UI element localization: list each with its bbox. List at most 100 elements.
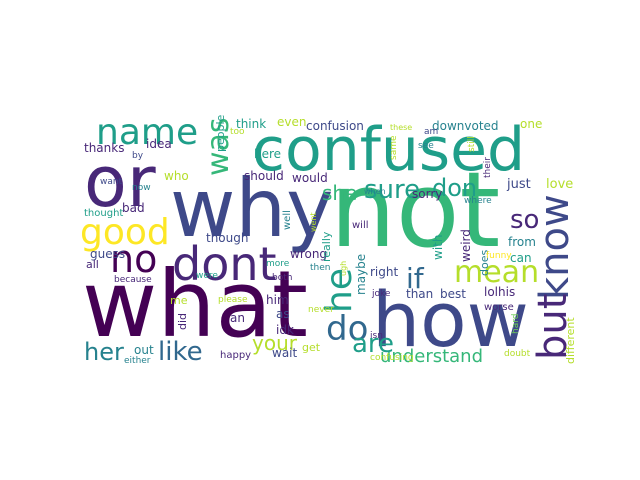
word: joke bbox=[371, 289, 391, 299]
word: what bbox=[82, 251, 308, 358]
word: don bbox=[432, 174, 477, 202]
word: wrong bbox=[290, 247, 327, 261]
word: went bbox=[309, 212, 318, 232]
word: idk bbox=[276, 323, 294, 337]
word: these bbox=[390, 123, 412, 132]
word: here bbox=[254, 147, 281, 161]
word: right bbox=[370, 265, 398, 279]
word: maybe bbox=[354, 254, 368, 295]
word: too bbox=[230, 127, 245, 137]
word: both bbox=[272, 273, 292, 283]
word: confusing bbox=[370, 353, 414, 363]
word: either bbox=[124, 356, 151, 366]
word: sorry bbox=[412, 187, 442, 201]
word: love bbox=[546, 177, 573, 192]
word: same bbox=[389, 135, 399, 160]
word: am bbox=[424, 127, 438, 137]
word: even bbox=[277, 115, 306, 129]
word: thanks bbox=[84, 141, 124, 155]
word: know bbox=[532, 194, 578, 300]
word: who bbox=[164, 169, 189, 183]
word: because bbox=[114, 275, 152, 285]
word: funny bbox=[486, 251, 512, 261]
word: he bbox=[319, 268, 360, 313]
word: doubt bbox=[504, 349, 531, 359]
word: me bbox=[170, 294, 188, 307]
word: see bbox=[418, 141, 434, 151]
word: does bbox=[478, 250, 491, 276]
word: she bbox=[322, 181, 357, 205]
word: their bbox=[483, 157, 493, 178]
word: are bbox=[352, 329, 394, 359]
word: name bbox=[96, 112, 198, 153]
word: happy bbox=[220, 350, 251, 361]
word: good bbox=[80, 212, 170, 253]
word: from bbox=[508, 235, 536, 249]
word: your bbox=[252, 331, 298, 355]
word: one bbox=[520, 117, 542, 131]
word: not bbox=[330, 149, 500, 271]
word: people bbox=[214, 114, 227, 152]
word: just bbox=[506, 177, 531, 192]
word: best bbox=[440, 287, 466, 301]
word: an bbox=[230, 311, 245, 325]
word: confusion bbox=[306, 119, 364, 133]
word: different bbox=[564, 317, 577, 364]
word: than bbox=[406, 287, 433, 301]
word: dont bbox=[172, 237, 277, 291]
word: her bbox=[84, 338, 124, 366]
word: all bbox=[86, 258, 99, 271]
word: well bbox=[282, 210, 293, 230]
word: downvoted bbox=[432, 119, 499, 133]
word: him bbox=[266, 293, 289, 307]
word: were bbox=[196, 271, 218, 281]
word: guess bbox=[90, 247, 125, 261]
word: or bbox=[84, 141, 156, 223]
word: should bbox=[244, 169, 284, 183]
word: get bbox=[302, 341, 321, 354]
word: when bbox=[364, 187, 386, 196]
word: thought bbox=[84, 208, 123, 219]
word: bad bbox=[122, 201, 145, 215]
word: out bbox=[134, 343, 154, 357]
word: where bbox=[464, 196, 492, 206]
word: as bbox=[276, 307, 290, 321]
word: really bbox=[320, 231, 333, 262]
word: wait bbox=[272, 346, 298, 360]
word: did bbox=[176, 313, 189, 330]
word: do bbox=[326, 309, 368, 349]
word: no bbox=[110, 237, 157, 281]
word: still bbox=[467, 136, 477, 152]
word: can bbox=[510, 251, 532, 265]
word: now bbox=[132, 183, 151, 193]
word: never bbox=[308, 305, 334, 315]
word: would bbox=[292, 171, 328, 185]
word: please bbox=[218, 295, 248, 305]
word: with bbox=[431, 235, 445, 260]
word: but bbox=[530, 294, 576, 360]
word: worse bbox=[484, 302, 514, 313]
word: why bbox=[170, 162, 333, 255]
word: ugh bbox=[339, 261, 348, 276]
word: sure bbox=[364, 175, 420, 205]
word: so bbox=[510, 205, 539, 235]
word: like bbox=[158, 337, 203, 367]
word: was bbox=[201, 117, 236, 176]
word: though bbox=[206, 231, 248, 245]
word: if bbox=[406, 262, 425, 295]
word: how bbox=[372, 275, 529, 364]
word: idea bbox=[146, 137, 172, 151]
word: weird bbox=[459, 229, 473, 262]
word: understand bbox=[380, 346, 483, 367]
word: mean bbox=[454, 255, 539, 290]
word: confused bbox=[252, 115, 525, 185]
word: isn bbox=[370, 331, 383, 341]
word: will bbox=[352, 220, 369, 231]
word: think bbox=[236, 117, 266, 131]
word: want bbox=[100, 177, 123, 187]
word: lolhis bbox=[484, 285, 515, 299]
word: by bbox=[132, 151, 144, 161]
word: hard bbox=[511, 314, 521, 334]
word: more bbox=[266, 259, 290, 269]
